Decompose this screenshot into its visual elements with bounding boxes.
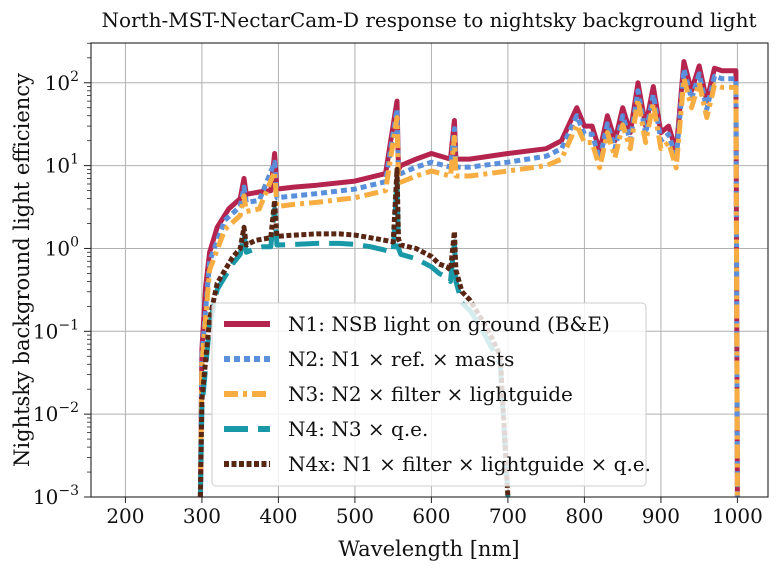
x-tick-label-900: 900 [642, 504, 680, 528]
legend-entry-n2: N2: N1 × ref. × masts [224, 347, 514, 371]
x-axis: 200 300 400 500 600 700 800 900 1000 [106, 497, 763, 528]
x-tick-label-400: 400 [259, 504, 297, 528]
legend-label-n1: N1: NSB light on ground (B&E) [288, 312, 610, 336]
series-n4x [197, 166, 511, 497]
y-tick-label--2: 10−2 [33, 400, 79, 426]
y-tick-label--3: 10−3 [33, 483, 79, 509]
x-axis-label: Wavelength [nm] [338, 537, 519, 561]
legend-label-n2: N2: N1 × ref. × masts [288, 347, 514, 371]
y-tick-label-1: 101 [45, 152, 79, 178]
x-tick-label-500: 500 [336, 504, 374, 528]
x-tick-label-200: 200 [106, 504, 144, 528]
y-tick-label-0: 100 [45, 234, 79, 260]
chart-title: North-MST-NectarCam-D response to nights… [101, 8, 756, 32]
legend-label-n4: N4: N3 × q.e. [288, 417, 428, 441]
x-tick-label-1000: 1000 [712, 504, 763, 528]
legend-entry-n1: N1: NSB light on ground (B&E) [224, 312, 610, 336]
plot-frame [90, 42, 769, 498]
y-axis: 10−3 10−2 10−1 100 101 102 [33, 42, 91, 509]
x-tick-label-700: 700 [489, 504, 527, 528]
legend-entry-n4: N4: N3 × q.e. [224, 417, 428, 441]
legend-entry-n4x: N4x: N1 × filter × lightguide × q.e. [224, 452, 651, 476]
legend: N1: NSB light on ground (B&E) N2: N1 × r… [211, 302, 651, 487]
series-n2 [197, 66, 740, 497]
legend-box [211, 302, 647, 487]
x-tick-label-800: 800 [565, 504, 603, 528]
legend-entry-n3: N3: N2 × filter × lightguide [224, 382, 573, 406]
y-axis-label: Nightsky background light efficiency [10, 73, 34, 467]
x-tick-label-600: 600 [412, 504, 450, 528]
y-tick-label-2: 102 [45, 69, 79, 95]
y-tick-label--1: 10−1 [33, 317, 79, 343]
legend-label-n4x: N4x: N1 × filter × lightguide × q.e. [288, 452, 651, 476]
legend-label-n3: N3: N2 × filter × lightguide [288, 382, 573, 406]
series-layer [197, 59, 740, 497]
x-tick-label-300: 300 [183, 504, 221, 528]
